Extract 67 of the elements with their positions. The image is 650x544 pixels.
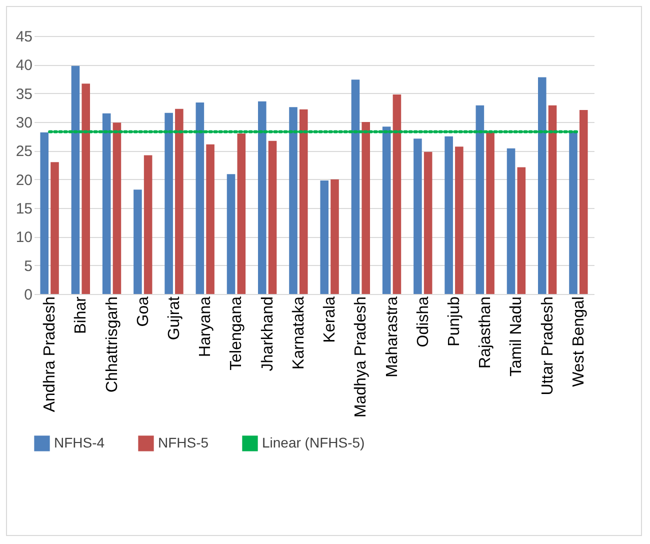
bar (258, 101, 266, 294)
bar (289, 107, 298, 294)
y-tick-label: 25 (16, 143, 32, 160)
x-tick-label: Bihar (72, 296, 90, 334)
bar (486, 132, 494, 294)
bar (196, 102, 204, 294)
bar (299, 109, 308, 294)
x-tick-label: Tamil Nadu (508, 296, 526, 377)
bar (351, 80, 360, 294)
bar (444, 136, 453, 294)
y-tick-label: 10 (16, 229, 32, 246)
y-tick-label: 20 (16, 172, 32, 189)
bar (414, 138, 422, 294)
x-tick-label: Madhya Pradesh (352, 296, 370, 418)
bar (164, 112, 173, 294)
x-tick-label: Karnataka (290, 296, 308, 370)
bar (506, 148, 516, 294)
y-tick-label: 45 (16, 28, 32, 46)
bar (206, 144, 214, 294)
legend-label: NFHS-5 (158, 434, 209, 450)
x-tick-label: Maharastra (384, 296, 401, 378)
bar (548, 105, 557, 294)
x-tick-label: Rajasthan (477, 296, 494, 369)
x-tick-label: Kerala (322, 296, 339, 343)
bar (268, 140, 277, 294)
y-tick-label: 40 (16, 57, 32, 74)
bar (476, 105, 484, 294)
x-tick-label: Chhattrisgarh (104, 296, 121, 393)
bar (40, 132, 49, 294)
y-tick-label: 35 (16, 86, 32, 103)
legend-label: NFHS-4 (54, 434, 105, 450)
x-tick-label: Telengana (228, 296, 246, 370)
bar (455, 146, 464, 294)
x-tick-label: Goa (134, 296, 152, 327)
x-tick-label: Uttar Pradesh (539, 296, 556, 396)
bar (320, 180, 329, 294)
y-tick-label: 15 (16, 200, 32, 218)
bar (362, 122, 370, 294)
y-tick-label: 0 (24, 286, 32, 304)
x-tick-label: Gujrat (166, 296, 183, 340)
legend-label: Linear (NFHS-5) (262, 434, 365, 450)
bar (71, 66, 80, 294)
bar (50, 162, 59, 294)
bar (330, 179, 339, 294)
bar (538, 77, 546, 294)
bar (382, 126, 391, 294)
bar (175, 108, 184, 294)
x-tick-label: Punjub (446, 296, 463, 346)
bar (392, 94, 402, 294)
x-tick-label: Jharkhand (259, 296, 276, 372)
x-tick-label: West Bengal (570, 296, 588, 387)
bar (237, 133, 246, 294)
bar (569, 131, 578, 294)
bar (226, 174, 236, 294)
y-tick-label: 30 (16, 114, 32, 132)
bar (579, 110, 588, 294)
bar (102, 113, 111, 294)
x-tick-label: Haryana (197, 296, 214, 357)
x-tick-label: Odisha (414, 296, 432, 348)
bar (112, 122, 122, 294)
bar (82, 84, 90, 294)
bar (134, 190, 142, 294)
bar (517, 167, 526, 294)
bar (144, 155, 152, 294)
y-tick-label: 5 (24, 258, 32, 275)
bar (424, 152, 432, 294)
x-tick-label: Andhra Pradesh (42, 296, 59, 412)
